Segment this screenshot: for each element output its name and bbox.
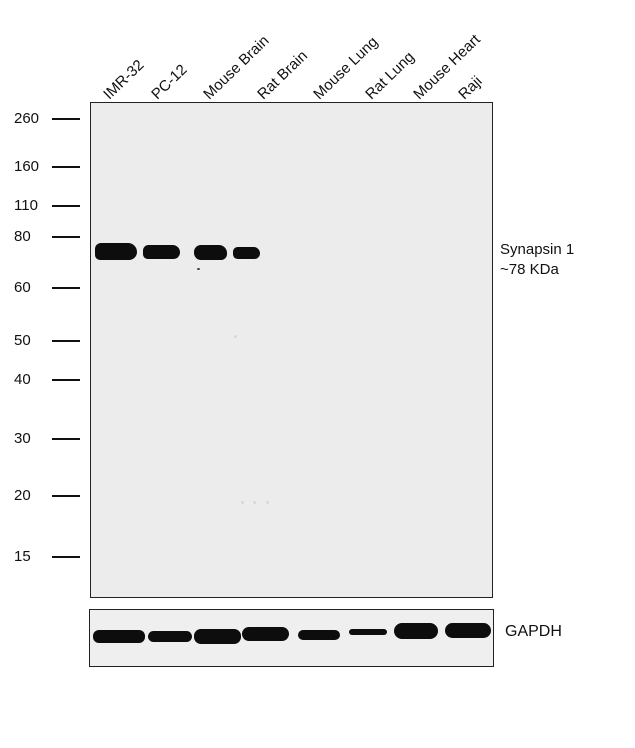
band-imr32 bbox=[95, 243, 137, 260]
mw-label-80: 80 bbox=[14, 228, 31, 245]
mw-label-260: 260 bbox=[14, 110, 40, 127]
gapdh-band-imr32 bbox=[93, 630, 145, 643]
mw-tick-40 bbox=[52, 379, 80, 381]
gapdh-band-rat-brain bbox=[242, 627, 289, 641]
lane-label-pc12: PC-12 bbox=[148, 61, 191, 103]
mw-tick-80 bbox=[52, 236, 80, 238]
blot-speck bbox=[241, 501, 244, 504]
mw-tick-30 bbox=[52, 438, 80, 440]
gapdh-blot-panel bbox=[89, 609, 494, 667]
gapdh-band-mouse-brain bbox=[194, 629, 241, 644]
gapdh-band-pc12 bbox=[148, 631, 192, 642]
gapdh-band-raji bbox=[445, 623, 491, 638]
mw-tick-160 bbox=[52, 166, 80, 168]
gapdh-band-rat-lung bbox=[349, 629, 387, 635]
band-mouse-brain bbox=[194, 245, 227, 260]
mw-tick-260 bbox=[52, 118, 80, 120]
loading-control-label: GAPDH bbox=[505, 623, 562, 640]
band-pc12 bbox=[143, 245, 180, 259]
blot-speck bbox=[266, 501, 269, 504]
mw-label-50: 50 bbox=[14, 332, 31, 349]
lane-label-imr32: IMR-32 bbox=[100, 56, 148, 103]
mw-tick-50 bbox=[52, 340, 80, 342]
mw-tick-110 bbox=[52, 205, 80, 207]
blot-speck bbox=[197, 268, 200, 270]
mw-tick-20 bbox=[52, 495, 80, 497]
lane-label-rat-brain: Rat Brain bbox=[254, 47, 311, 103]
mw-label-60: 60 bbox=[14, 279, 31, 296]
mw-label-15: 15 bbox=[14, 548, 31, 565]
mw-label-110: 110 bbox=[14, 197, 38, 214]
mw-label-30: 30 bbox=[14, 430, 31, 447]
target-name: Synapsin 1 bbox=[500, 241, 575, 258]
lane-label-rat-lung: Rat Lung bbox=[362, 48, 418, 103]
blot-speck bbox=[234, 335, 237, 338]
lane-label-raji: Raji bbox=[455, 72, 486, 103]
gapdh-band-mouse-heart bbox=[394, 623, 438, 639]
blot-speck bbox=[253, 501, 256, 504]
target-size: ~78 KDa bbox=[500, 261, 559, 278]
gapdh-band-mouse-lung bbox=[298, 630, 340, 640]
mw-tick-60 bbox=[52, 287, 80, 289]
mw-label-20: 20 bbox=[14, 487, 31, 504]
mw-label-40: 40 bbox=[14, 371, 31, 388]
mw-tick-15 bbox=[52, 556, 80, 558]
synapsin-blot-panel bbox=[90, 102, 493, 598]
band-rat-brain bbox=[233, 247, 260, 259]
mw-label-160: 160 bbox=[14, 158, 40, 175]
